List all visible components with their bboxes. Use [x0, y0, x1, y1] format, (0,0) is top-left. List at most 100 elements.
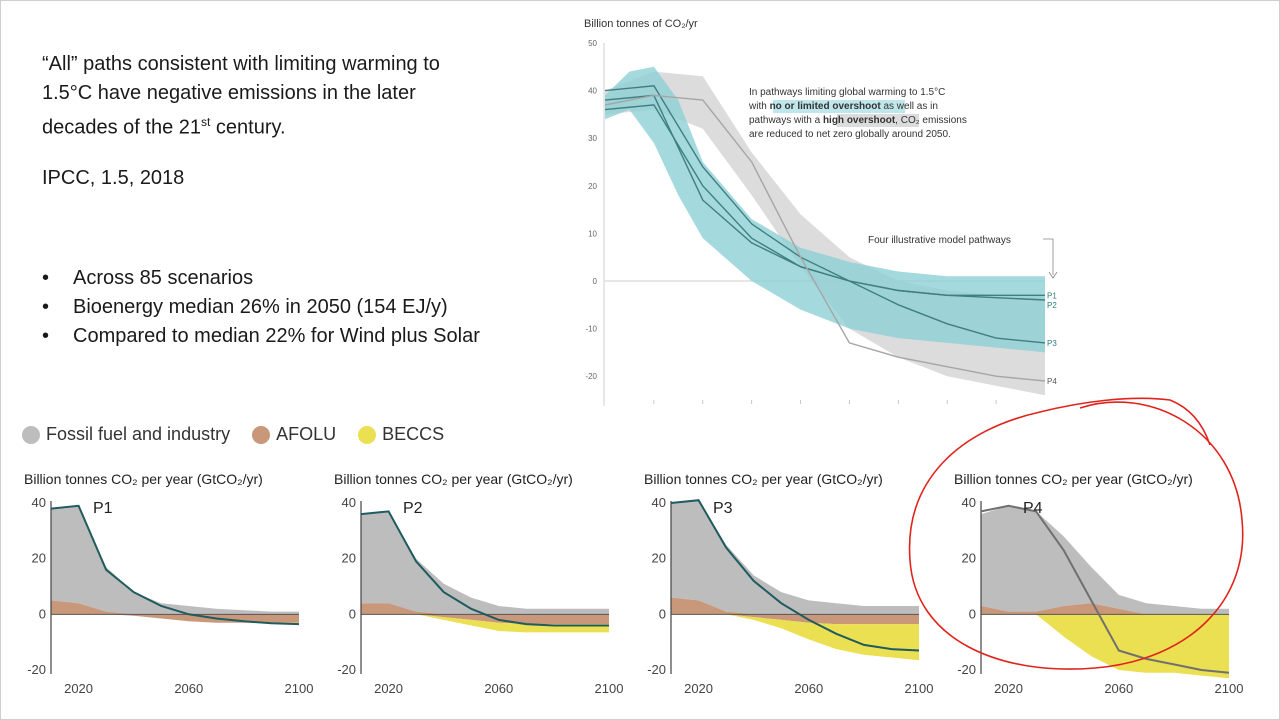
y-tick-label: 20 [342, 551, 356, 566]
panel-p2: Billion tonnes CO₂ per year (GtCO₂/yr) 4… [334, 468, 644, 716]
quote-line-end: century. [210, 116, 286, 139]
main-y-tick-label: 0 [593, 277, 598, 286]
afolu-area-negative [361, 614, 609, 625]
bullet-item: Across 85 scenarios [42, 264, 480, 293]
quote-text: “All” paths consistent with limiting war… [42, 50, 542, 143]
y-tick-label: 0 [39, 606, 46, 621]
highlight-no-overshoot [773, 100, 905, 113]
main-pathways-chart: Billion tonnes of CO₂/yr 50 40 30 20 10 0 -10 -… [584, 18, 1058, 406]
quote-superscript: st [201, 115, 211, 129]
pathway-label: P1 [93, 500, 113, 517]
y-tick-label: -20 [337, 662, 356, 677]
bullet-item: Bioenergy median 26% in 2050 (154 EJ/y) [42, 293, 480, 322]
panel-title: Billion tonnes CO₂ per year (GtCO₂/yr) [334, 471, 573, 487]
main-annotation-fragment: , CO₂ emissions [895, 115, 967, 126]
fossil-area [361, 511, 609, 615]
main-annotation-line: are reduced to net zero globally around … [749, 129, 951, 140]
main-annotation-fragment: In pathways limiting global warming to 1… [749, 87, 945, 98]
x-tick-label: 2060 [794, 681, 823, 696]
x-tick-label: 2100 [595, 681, 624, 696]
y-tick-label: 20 [32, 551, 46, 566]
x-tick-label: 2060 [1104, 681, 1133, 696]
panel-title: Billion tonnes CO₂ per year (GtCO₂/yr) [644, 471, 883, 487]
panel-p3: Billion tonnes CO₂ per year (GtCO₂/yr) 4… [644, 468, 954, 716]
pathway-line-p4 [604, 94, 1046, 382]
legend-item-beccs: BECCS [358, 424, 444, 445]
y-tick-label: -20 [27, 662, 46, 677]
panel-p4: Billion tonnes CO₂ per year (GtCO₂/yr) 4… [954, 468, 1264, 716]
x-tick-label: 2020 [684, 681, 713, 696]
net-emissions-line [50, 504, 300, 626]
y-tick-label: 40 [32, 495, 46, 510]
legend-swatch-fossil [22, 425, 40, 444]
panel-chart-p2: 40 20 0 -20 2020 2060 2100 P2 [337, 495, 624, 696]
main-annotation-fragment: with [748, 101, 770, 112]
panel-chart-p1: 40 20 0 -20 2020 2060 2100 P1 [27, 495, 314, 696]
afolu-area-positive [361, 603, 609, 615]
main-annotation-line: pathways with a high overshoot, CO₂ emis… [749, 115, 967, 126]
beccs-area [361, 614, 609, 633]
y-tick-label: 0 [349, 606, 356, 621]
beccs-area [671, 614, 919, 661]
y-tick-label: -20 [647, 662, 666, 677]
fossil-area [981, 505, 1229, 615]
main-annotation-line: In pathways limiting global warming to 1… [749, 87, 945, 98]
afolu-area-negative [51, 614, 299, 623]
highlight-high-overshoot [837, 114, 919, 127]
fossil-area [671, 500, 919, 615]
legend-label: Fossil fuel and industry [46, 424, 231, 444]
legend-item-fossil: Fossil fuel and industry [22, 424, 230, 445]
x-tick-label: 2020 [64, 681, 93, 696]
x-tick-label: 2060 [484, 681, 513, 696]
quote-line: decades of the 21st century. [42, 108, 542, 143]
quote-line: “All” paths consistent with limiting war… [42, 53, 440, 75]
panel-title: Billion tonnes CO₂ per year (GtCO₂/yr) [24, 471, 263, 487]
pathway-line-p2 [604, 104, 1045, 296]
bullet-item: Compared to median 22% for Wind plus Sol… [42, 322, 480, 351]
panel-p1: Billion tonnes CO₂ per year (GtCO₂/yr) 4… [24, 468, 334, 716]
y-tick-label: 40 [342, 495, 356, 510]
main-y-tick-label: 10 [588, 229, 597, 238]
main-y-tick-label: 40 [588, 87, 597, 96]
legend-label: BECCS [382, 424, 445, 444]
legend-label: AFOLU [276, 424, 337, 444]
legend-swatch-beccs [358, 425, 377, 444]
y-tick-label: 20 [652, 551, 666, 566]
x-tick-label: 2020 [374, 681, 403, 696]
pathway-label: P2 [403, 500, 423, 517]
pathway-line-p3 [604, 85, 1046, 344]
legend: Fossil fuel and industry AFOLU BECCS [22, 424, 466, 445]
main-annotation-fragment: no or limited overshoot [770, 101, 882, 112]
main-annotation-fragment: high overshoot [823, 115, 896, 126]
y-tick-label: 0 [659, 606, 666, 621]
y-tick-label: -20 [957, 662, 976, 677]
afolu-area-negative [671, 614, 919, 625]
pathways-arrow-head [1048, 271, 1058, 279]
legend-swatch-afolu [252, 425, 271, 444]
low-overshoot-band [605, 66, 1045, 353]
x-tick-label: 2020 [994, 681, 1023, 696]
pathway-label: P4 [1023, 500, 1043, 517]
pathway-label-p2: P2 [1047, 301, 1057, 310]
pathways-label: Four illustrative model pathways [868, 235, 1011, 246]
pathways-arrow-line [1043, 238, 1054, 275]
afolu-area-positive [51, 600, 299, 615]
x-tick-label: 2100 [285, 681, 314, 696]
x-tick-label: 2060 [174, 681, 203, 696]
legend-item-afolu: AFOLU [252, 424, 336, 445]
y-tick-label: 0 [969, 606, 976, 621]
bullet-list: Across 85 scenarios Bioenergy median 26%… [42, 264, 480, 351]
y-tick-label: 40 [652, 495, 666, 510]
main-y-tick-label: 50 [588, 39, 597, 48]
pathway-label-p1: P1 [1047, 291, 1057, 300]
pathway-label-p3: P3 [1047, 339, 1057, 348]
main-y-tick-label: -20 [585, 372, 597, 381]
main-annotation-fragment: are reduced to net zero globally around … [749, 129, 951, 140]
main-annotation-fragment: as well as in [881, 101, 938, 112]
main-y-tick-label: -10 [585, 325, 597, 334]
pathway-label-p4: P4 [1047, 377, 1057, 386]
x-tick-label: 2100 [1215, 681, 1244, 696]
main-chart-ylabel: Billion tonnes of CO₂/yr [584, 18, 698, 30]
y-tick-label: 40 [962, 495, 976, 510]
afolu-area-positive [671, 597, 919, 615]
